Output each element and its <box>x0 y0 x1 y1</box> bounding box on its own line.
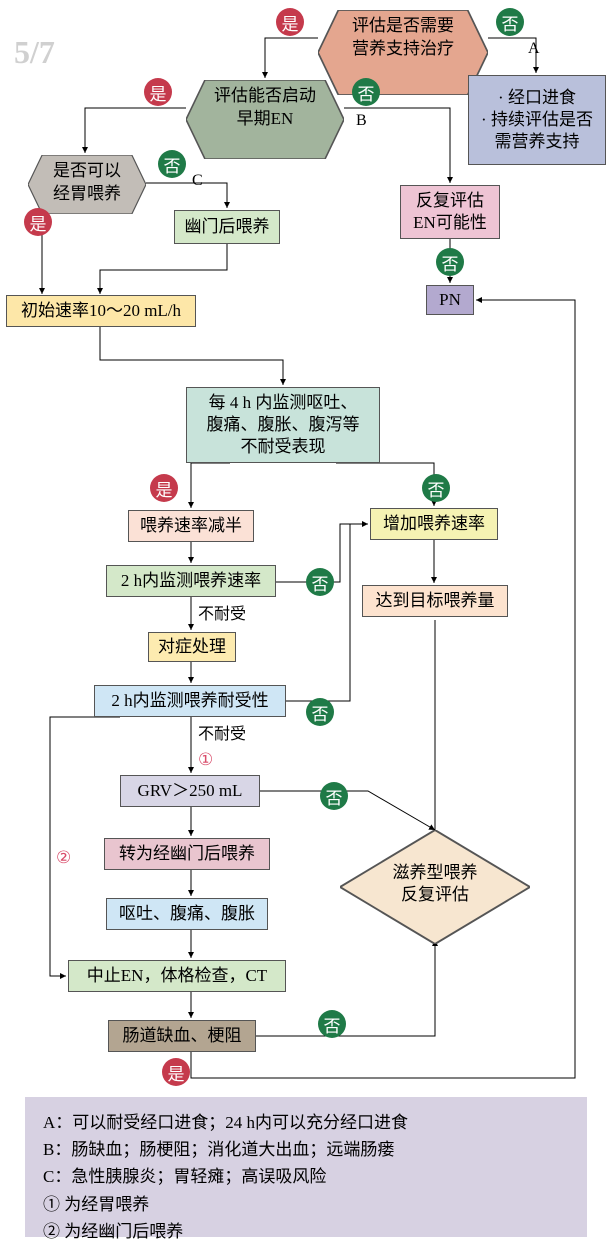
badge-b_no_1: 否 <box>496 8 524 36</box>
flow-node-n17: 转为经幽门后喂养 <box>104 838 270 870</box>
flow-node-n16: GRV＞250 mL <box>120 775 260 807</box>
legend-line: ① 为经胃喂养 <box>43 1191 569 1218</box>
badge-b_no_4: 否 <box>436 248 464 276</box>
node-text: 滋养型喂养反复评估 <box>393 862 478 906</box>
flow-node-n18: 呕吐、腹痛、腹胀 <box>106 898 268 930</box>
legend-box: A：可以耐受经口进食；24 h内可以充分经口进食B：肠缺血；肠梗阻；消化道大出血… <box>25 1097 587 1237</box>
flow-node-n13: 达到目标喂养量 <box>362 585 508 617</box>
page-indicator: 5/7 <box>14 34 55 71</box>
flow-node-n1: 评估是否需要营养支持治疗 <box>318 10 488 65</box>
badge-b_yes_2: 是 <box>144 78 172 106</box>
edge-label-intol2: 不耐受 <box>198 720 246 744</box>
badge-b_no_5: 否 <box>422 474 450 502</box>
badge-b_no_7: 否 <box>306 698 334 726</box>
badge-b_yes_5: 是 <box>150 474 178 502</box>
badge-b_yes_6: 是 <box>162 1058 190 1086</box>
badge-b_no_2: 否 <box>352 78 380 106</box>
badge-b_yes_1: 是 <box>276 8 304 36</box>
flow-node-n10: 喂养速率减半 <box>128 510 254 542</box>
badge-b_no_8: 否 <box>320 782 348 810</box>
legend-line: ② 为经幽门后喂养 <box>43 1218 569 1245</box>
legend-line: A：可以耐受经口进食；24 h内可以充分经口进食 <box>43 1109 569 1136</box>
edge-label-c2: ② <box>56 848 71 868</box>
legend-line: C：急性胰腺炎；胃轻瘫；高误吸风险 <box>43 1163 569 1190</box>
node-text: 评估是否需要营养支持治疗 <box>348 15 458 59</box>
badge-b_no_3: 否 <box>158 150 186 178</box>
flow-node-n8: 初始速率10～20 mL/h <box>6 295 196 327</box>
badge-b_no_6: 否 <box>306 568 334 596</box>
badge-b_yes_3: 是 <box>24 208 52 236</box>
flow-node-n2: · 经口进食· 持续评估是否 需营养支持 <box>468 75 606 165</box>
flow-node-n14: 对症处理 <box>148 632 236 662</box>
flow-node-n4: 是否可以经胃喂养 <box>28 155 146 210</box>
edge-label-lA: A <box>528 40 540 58</box>
flow-node-n9: 每 4 h 内监测呕吐、腹痛、腹胀、腹泻等不耐受表现 <box>186 387 380 463</box>
flow-node-n11: 增加喂养速率 <box>370 508 498 540</box>
flow-node-n3: 评估能否启动早期EN <box>186 80 344 135</box>
flow-node-n21: 肠道缺血、梗阻 <box>108 1020 256 1052</box>
node-text: 是否可以经胃喂养 <box>49 160 125 204</box>
edge-label-intol1: 不耐受 <box>198 600 246 624</box>
edge-label-c1: ① <box>198 750 213 770</box>
flow-node-n15: 2 h内监测喂养耐受性 <box>94 685 286 717</box>
flow-node-n5: 反复评估EN可能性 <box>400 185 500 239</box>
edge-label-lB: B <box>356 112 367 130</box>
flow-node-n7: PN <box>426 285 474 315</box>
node-text: 评估能否启动早期EN <box>210 85 320 129</box>
edge-label-lC: C <box>192 172 203 190</box>
flow-node-n20: 中止EN，体格检查，CT <box>68 960 286 992</box>
flow-node-n19: 滋养型喂养反复评估 <box>340 830 530 938</box>
legend-line: B：肠缺血；肠梗阻；消化道大出血；远端肠瘘 <box>43 1136 569 1163</box>
flow-node-n12: 2 h内监测喂养速率 <box>106 565 276 597</box>
flow-node-n6: 幽门后喂养 <box>174 210 280 244</box>
badge-b_no_9: 否 <box>318 1010 346 1038</box>
